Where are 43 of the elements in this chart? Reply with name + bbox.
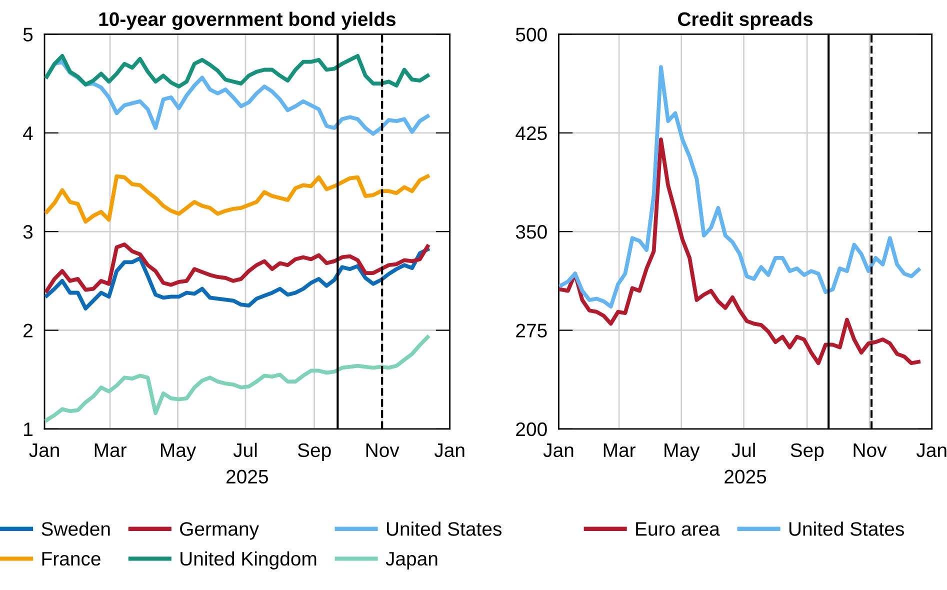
line-series	[44, 54, 430, 88]
line-series	[44, 242, 430, 293]
y-tick-label: 200	[516, 422, 547, 436]
x-tick-label: Mar	[94, 444, 126, 458]
line-series	[558, 65, 921, 309]
legend-label: United States	[386, 522, 502, 536]
legend-label: Sweden	[42, 522, 110, 536]
x-tick-label: Sep	[298, 443, 331, 461]
x-axis-title: 2025	[226, 470, 268, 484]
chart-title: Credit spreads	[678, 12, 813, 30]
legend-label: Germany	[180, 522, 259, 540]
x-axis-title: 2025	[724, 470, 766, 484]
x-tick-label: Jul	[233, 442, 257, 458]
legend-label: United States	[789, 522, 904, 536]
x-tick-label: Nov	[854, 444, 887, 458]
x-tick-label: Jan	[434, 444, 464, 458]
chart-title: 10-year government bond yields	[99, 12, 396, 30]
y-tick-label: 4	[23, 126, 33, 140]
y-tick-label: 500	[516, 28, 547, 42]
x-tick-label: Jul	[732, 442, 755, 458]
line-series	[44, 174, 430, 224]
x-tick-label: Sep	[790, 443, 824, 461]
legend-label: United Kingdom	[180, 551, 316, 570]
y-tick-label: 350	[516, 225, 547, 239]
y-tick-label: 2	[24, 324, 32, 338]
x-tick-label: Jan	[916, 444, 946, 458]
y-tick-label: 3	[23, 225, 33, 239]
line-series	[44, 335, 430, 422]
line-series	[558, 138, 921, 366]
x-tick-label: May	[664, 444, 700, 461]
x-tick-label: May	[160, 444, 196, 461]
y-tick-label: 5	[23, 28, 33, 42]
y-tick-label: 425	[516, 126, 547, 140]
x-tick-label: Jan	[543, 444, 574, 458]
legend-label: Japan	[386, 552, 438, 570]
x-tick-label: Nov	[366, 444, 400, 458]
x-tick-label: Jan	[29, 444, 59, 458]
y-tick-label: 275	[516, 324, 547, 338]
x-tick-label: Mar	[604, 444, 636, 458]
legend-label: France	[42, 552, 100, 566]
legend-label: Euro area	[636, 522, 720, 536]
line-series	[44, 247, 430, 310]
y-tick-label: 1	[24, 422, 32, 436]
